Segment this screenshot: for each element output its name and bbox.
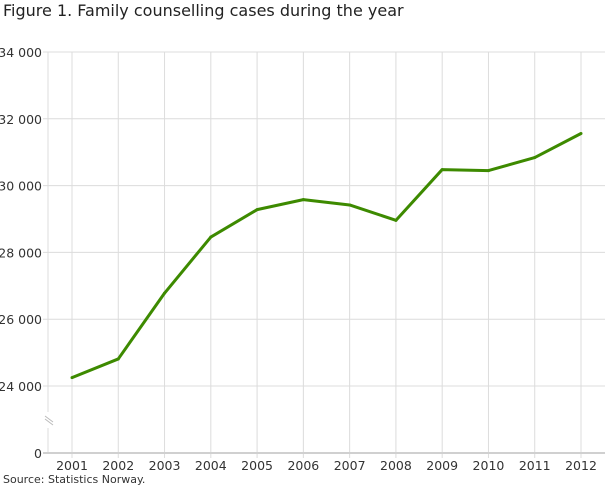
- x-tick-label: 2008: [380, 458, 412, 473]
- data-point: [533, 156, 537, 160]
- y-tick-label: 0: [34, 446, 42, 461]
- x-tick-label: 2003: [149, 458, 181, 473]
- x-tick-label: 2009: [426, 458, 458, 473]
- data-point: [116, 357, 120, 361]
- y-tick-label: 28 000: [0, 245, 42, 260]
- series-line: [71, 132, 582, 380]
- x-tick-label: 2004: [195, 458, 227, 473]
- data-point: [255, 208, 259, 212]
- y-tick-label: 26 000: [0, 312, 42, 327]
- y-tick-label: 24 000: [0, 379, 42, 394]
- axis-break-mark: [44, 418, 54, 426]
- source-note: Source: Statistics Norway.: [3, 473, 146, 486]
- x-tick-label: 2012: [565, 458, 597, 473]
- data-point: [348, 203, 352, 207]
- data-point: [579, 131, 583, 135]
- data-point: [301, 198, 305, 202]
- y-tick-label: 34 000: [0, 45, 42, 60]
- y-tick-label: 30 000: [0, 179, 42, 194]
- x-tick-label: 2007: [334, 458, 366, 473]
- chart-title: Figure 1. Family counselling cases durin…: [3, 1, 404, 20]
- x-tick-label: 2011: [519, 458, 551, 473]
- data-point: [163, 291, 167, 295]
- x-tick-label: 2010: [473, 458, 505, 473]
- data-point: [394, 218, 398, 222]
- x-tick-label: 2006: [287, 458, 319, 473]
- y-tick-label: 32 000: [0, 112, 42, 127]
- x-tick-label: 2002: [102, 458, 134, 473]
- x-tick-label: 2005: [241, 458, 273, 473]
- axis-break-mark: [44, 415, 54, 423]
- data-point: [209, 235, 213, 239]
- data-point: [486, 169, 490, 173]
- data-point: [70, 376, 74, 380]
- x-tick-label: 2001: [56, 458, 88, 473]
- data-point: [440, 168, 444, 172]
